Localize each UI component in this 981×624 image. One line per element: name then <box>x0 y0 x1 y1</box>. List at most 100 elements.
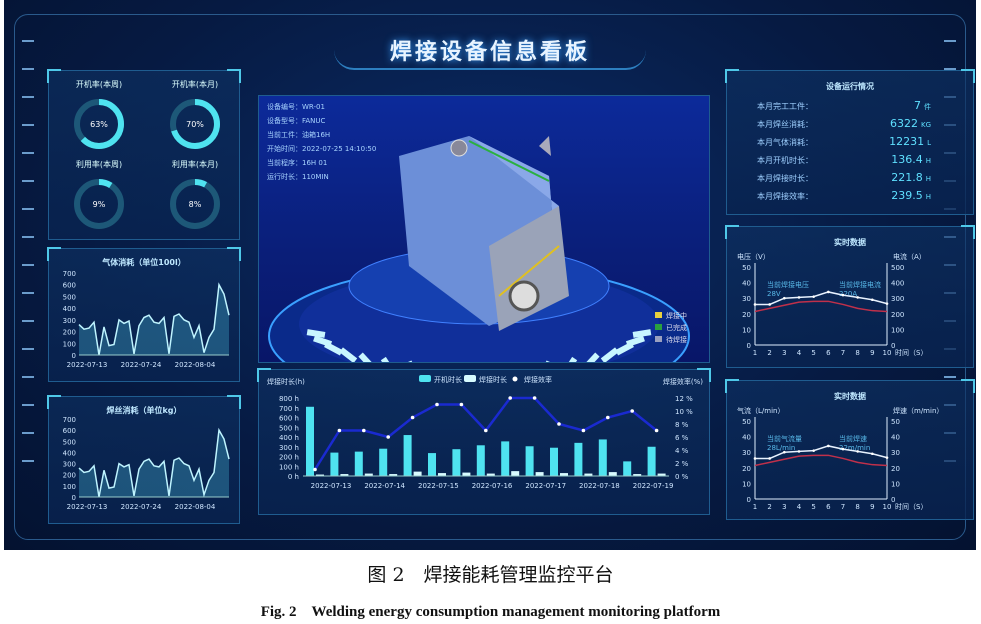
series-point <box>856 450 859 453</box>
y2-tick-label: 50 <box>891 418 900 426</box>
bar-weld-time <box>560 473 568 476</box>
info-value: 16H 01 <box>302 159 328 167</box>
gauge: 开机率(本周) 63% <box>59 79 139 154</box>
gauge-panel: 开机率(本周) 63% 开机率(本月) 70% 利用率(本周) 9% 利用率(本月) 8% <box>47 69 241 240</box>
y-tick-label: 200 h <box>279 454 299 462</box>
series-point <box>871 452 874 456</box>
red-series-line <box>754 454 888 467</box>
info-value: 2022-07-25 14:10:50 <box>302 145 377 153</box>
stat-row: 本月焊接效率： 239.5 H <box>757 189 943 209</box>
bar-on-time <box>403 435 412 476</box>
stat-label: 本月完工工件： <box>757 102 813 111</box>
y-tick-label: 30 <box>742 295 751 303</box>
y-tick-label: 0 <box>747 496 751 504</box>
stat-unit: KG <box>920 121 931 129</box>
y-tick-label: 300 <box>63 461 76 469</box>
x-tick-label: 2022-07-15 <box>418 482 459 490</box>
y-tick-label: 300 h <box>279 444 299 452</box>
gauge-label: 开机率(本周) <box>75 80 123 89</box>
bar-weld-time <box>657 473 666 476</box>
stat-label: 本月焊丝消耗： <box>757 120 813 129</box>
efficiency-point <box>459 402 464 407</box>
stat-label: 本月焊接时长： <box>757 174 813 183</box>
stat-label: 本月开机时长： <box>757 156 813 165</box>
y-tick-label: 300 <box>63 317 76 325</box>
x-tick-label: 6 <box>826 349 831 357</box>
y2-tick-label: 8 % <box>675 421 689 429</box>
series-point <box>812 295 815 298</box>
x-tick-label: 2022-08-04 <box>175 503 216 511</box>
info-label: 设备型号： <box>267 117 302 125</box>
x-tick-label: 10 <box>883 349 892 357</box>
y-tick-label: 20 <box>742 311 751 319</box>
legend-label: 焊接中 <box>666 312 687 320</box>
annotation-left-value: 28L/min <box>767 444 795 452</box>
bar-on-time <box>623 461 632 476</box>
gauge-ring: 70% <box>170 99 220 149</box>
series-point <box>753 457 757 460</box>
series-point <box>885 456 889 459</box>
y-tick-label: 800 h <box>279 395 299 403</box>
y-tick-label: 0 h <box>288 473 299 481</box>
stat-row: 本月焊丝消耗： 6322 KG <box>757 117 943 137</box>
series-point <box>768 303 771 306</box>
y-tick-label: 40 <box>742 280 751 288</box>
y2-tick-label: 30 <box>891 449 900 457</box>
stats-panel: 设备运行情况 本月完工工件： 7 件本月焊丝消耗： 6322 KG 本月气体消耗： 1223… <box>725 69 975 215</box>
welding-device-model <box>268 136 690 362</box>
x-tick-label: 2022-07-13 <box>67 361 108 369</box>
y-tick-label: 600 h <box>279 415 299 423</box>
y-tick-label: 400 <box>63 305 76 313</box>
gauge: 利用率(本月) 8% <box>155 159 235 234</box>
ring-light <box>600 347 619 362</box>
device-info-row: 运行时长：110MIN <box>267 172 329 182</box>
device-info-row: 设备编号：WR-01 <box>267 102 325 112</box>
title-bar <box>334 22 646 70</box>
stat-label: 本月焊接效率： <box>757 192 813 201</box>
y-tick-label: 100 <box>63 340 76 348</box>
y-tick-label: 700 <box>63 416 76 424</box>
bar-weld-time <box>389 474 398 476</box>
series-point <box>797 296 801 299</box>
gauge-fill <box>170 99 220 149</box>
y-tick-label: 400 h <box>279 434 299 442</box>
series-point <box>753 303 757 306</box>
stat-label: 本月气体消耗： <box>757 138 813 147</box>
bar-weld-time <box>438 473 446 476</box>
white-series-line <box>755 291 888 306</box>
legend-swatch <box>655 312 662 318</box>
efficiency-point <box>313 467 317 472</box>
x-axis-title: 时间（S） <box>895 348 927 357</box>
y2-axis-title: 电流（A） <box>893 252 926 261</box>
y2-tick-label: 0 <box>891 496 895 504</box>
efficiency-point <box>484 428 488 433</box>
y-tick-label: 500 <box>63 293 76 301</box>
area-fill <box>79 284 229 355</box>
y-tick-label: 10 <box>742 480 751 488</box>
x-tick-label: 6 <box>826 503 831 511</box>
efficiency-point <box>581 428 586 433</box>
bar-on-time <box>598 439 607 476</box>
efficiency-point <box>410 415 415 420</box>
y2-tick-label: 500 <box>891 264 904 272</box>
gauge-fill <box>170 179 220 229</box>
x-tick-label: 5 <box>811 503 815 511</box>
x-tick-label: 2022-07-13 <box>311 482 352 490</box>
status-legend-item: 待焊接 <box>655 335 687 347</box>
bar-weld-time <box>462 472 471 476</box>
gas-consumption-panel: 气体消耗（单位100l） 0 100 200 300 400 500 600 700 2022-… <box>47 247 241 382</box>
bar-on-time <box>525 446 534 476</box>
legend-label: 焊接效率 <box>524 375 552 384</box>
info-value: 110MIN <box>302 173 329 181</box>
y-tick-label: 600 <box>63 427 76 435</box>
legend-label: 已完成 <box>666 324 687 332</box>
y-tick-label: 500 h <box>279 424 299 432</box>
x-tick-label: 5 <box>811 349 815 357</box>
y-tick-label: 600 <box>63 282 76 290</box>
gauge-fill <box>74 99 124 149</box>
y-tick-label: 0 <box>72 352 76 360</box>
efficiency-point <box>435 402 439 407</box>
ring-light <box>380 356 396 362</box>
bar-on-time <box>379 448 388 476</box>
gas-consumption-chart: 0 100 200 300 400 500 600 700 2022-07-13 2022-07-… <box>63 270 230 369</box>
